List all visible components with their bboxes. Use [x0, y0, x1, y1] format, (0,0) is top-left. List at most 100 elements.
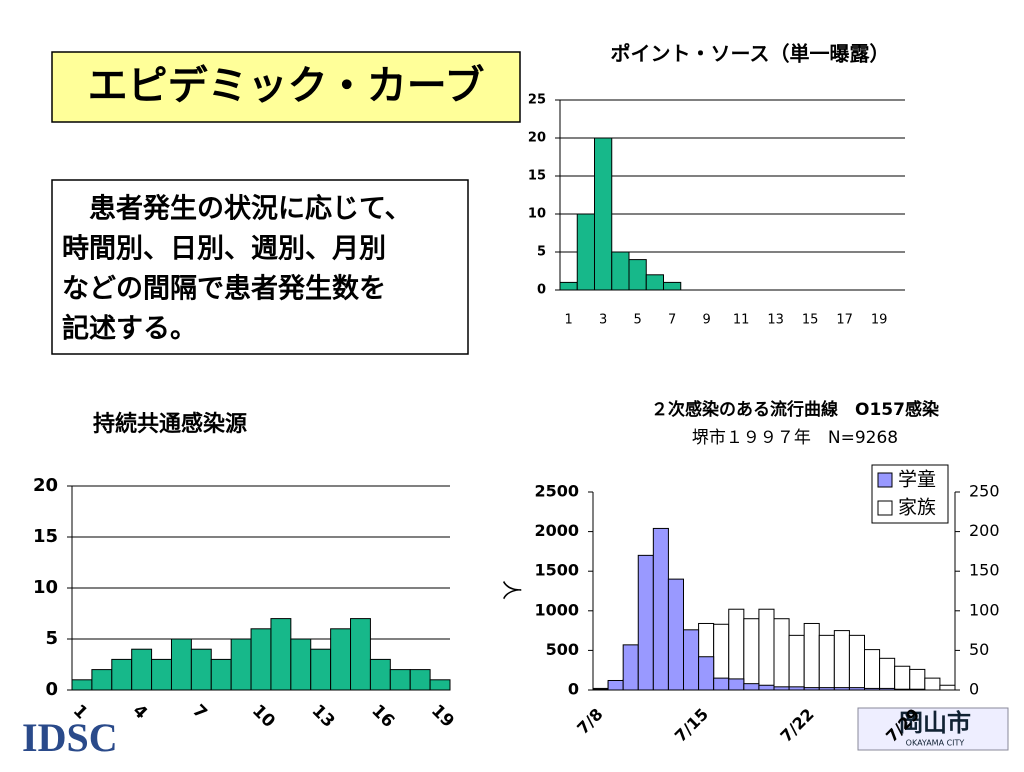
y-tick-label: 2500 [534, 482, 579, 501]
x-tick-label: 15 [802, 313, 819, 328]
legend-swatch [877, 500, 893, 516]
logo-left: IDSC [22, 715, 118, 760]
y2-tick-label: 50 [969, 640, 989, 659]
bar [330, 628, 352, 691]
bar [611, 251, 630, 291]
y2-tick-label: 100 [969, 600, 1000, 619]
text-line: 記述する。 [62, 313, 197, 345]
y-axis-label: 人 [500, 580, 524, 600]
x-tick-label: 7/8 [573, 705, 606, 738]
bar [743, 683, 760, 691]
bar [350, 618, 371, 691]
bar [788, 634, 805, 691]
bar [833, 630, 850, 691]
y-tick-label: 25 [528, 93, 546, 108]
bar [389, 669, 411, 691]
bar [713, 677, 730, 691]
bar [628, 259, 647, 291]
slide-title: エピデミック・カーブ [88, 63, 485, 109]
chart-title: ２次感染のある流行曲線 O157感染 [651, 399, 939, 420]
x-tick-label: 13 [767, 313, 784, 328]
x-tick-label: 17 [836, 313, 853, 328]
y-tick-label: 5 [45, 628, 58, 649]
bar [429, 679, 451, 691]
bar [637, 554, 654, 691]
chart-subtitle: 堺市１９９７年 N=9268 [692, 428, 898, 448]
x-tick-label: 19 [871, 313, 888, 328]
x-tick-label: 16 [367, 701, 398, 732]
bar [924, 677, 941, 691]
bar [270, 618, 292, 691]
bar [758, 684, 775, 691]
bar [939, 684, 956, 691]
bar [818, 634, 835, 691]
y-tick-label: 1000 [534, 600, 579, 619]
bar [210, 658, 232, 691]
x-tick-label: 7 [668, 313, 676, 328]
y2-tick-label: 250 [969, 482, 1000, 501]
x-tick-label: 3 [599, 313, 607, 328]
bar [645, 274, 664, 291]
y-tick-label: 15 [528, 169, 546, 184]
x-tick-label: 5 [633, 313, 641, 328]
y-tick-label: 20 [33, 475, 58, 496]
bar [576, 213, 595, 291]
y-tick-label: 1500 [534, 561, 579, 580]
bar [864, 649, 881, 691]
bar [728, 678, 745, 691]
bar [848, 634, 866, 691]
y-tick-label: 10 [528, 207, 546, 222]
x-tick-label: 7 [188, 701, 211, 724]
bar [663, 281, 682, 291]
chart-title: 持続共通感染源 [93, 411, 247, 437]
logo-right: 岡山市 [899, 709, 971, 737]
y2-tick-label: 150 [969, 561, 1000, 580]
bar [728, 608, 745, 691]
y-tick-label: 2000 [534, 521, 579, 540]
bar [683, 629, 700, 691]
bar [290, 638, 312, 691]
bar [369, 658, 391, 691]
bar [131, 648, 153, 691]
bar [698, 656, 715, 691]
x-tick-label: 13 [308, 701, 339, 732]
bar [190, 648, 212, 691]
bar [151, 658, 172, 691]
bar [607, 679, 624, 691]
chart-title: ポイント・ソース（単一曝露） [611, 42, 890, 66]
x-tick-label: 10 [248, 701, 279, 732]
bar [71, 679, 93, 691]
bar [310, 648, 332, 691]
bar [803, 622, 820, 691]
y-tick-label: 20 [528, 131, 546, 146]
x-tick-label: 7/22 [777, 705, 818, 746]
x-tick-label: 9 [702, 313, 710, 328]
y-tick-label: 5 [537, 245, 546, 260]
x-tick-label: 7/15 [671, 705, 712, 746]
legend-swatch [877, 472, 893, 488]
bar [894, 665, 911, 691]
title-box [51, 51, 521, 123]
bar [594, 137, 613, 291]
bar [91, 669, 113, 691]
bar [667, 578, 685, 691]
y-tick-label: 0 [537, 283, 546, 298]
bar [111, 658, 133, 691]
x-tick-label: 11 [733, 313, 750, 328]
bar [250, 628, 272, 691]
y-tick-label: 10 [33, 577, 58, 598]
bar [652, 527, 669, 691]
bar [773, 618, 790, 691]
text-box [51, 179, 469, 355]
logo-right-box [857, 707, 1009, 751]
y2-tick-label: 0 [969, 680, 979, 699]
legend-label: 学童 [898, 469, 936, 491]
text-line: 患者発生の状況に応じて、 [62, 193, 412, 225]
y2-tick-label: 200 [969, 521, 1000, 540]
bar [909, 668, 926, 691]
bar [230, 638, 252, 691]
x-tick-label: 1 [564, 313, 572, 328]
x-tick-label: 4 [129, 701, 152, 724]
y-tick-label: 0 [45, 679, 58, 700]
